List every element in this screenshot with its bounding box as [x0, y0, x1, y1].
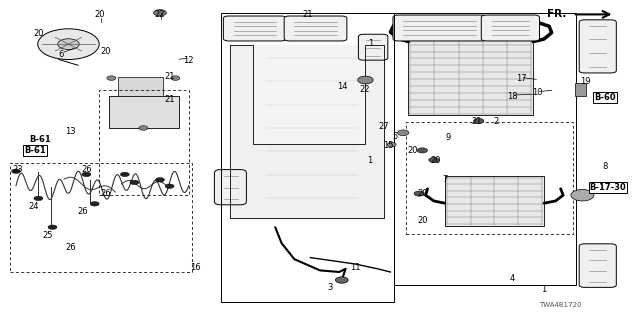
- Text: 18: 18: [507, 92, 517, 100]
- Text: 26: 26: [100, 189, 111, 198]
- Text: 21: 21: [302, 10, 312, 19]
- Text: 19: 19: [580, 77, 591, 86]
- Text: 23: 23: [13, 165, 23, 174]
- Polygon shape: [230, 45, 384, 218]
- Circle shape: [130, 180, 139, 185]
- Text: 22: 22: [360, 85, 370, 94]
- Bar: [575, 83, 586, 96]
- Bar: [109, 96, 179, 128]
- Bar: [394, 13, 576, 285]
- Text: 20: 20: [417, 216, 428, 225]
- Bar: [406, 122, 573, 234]
- Text: 26: 26: [65, 244, 76, 252]
- FancyBboxPatch shape: [579, 20, 616, 73]
- Text: FR.: FR.: [547, 9, 566, 20]
- Circle shape: [90, 202, 99, 206]
- Text: 26: 26: [78, 207, 88, 216]
- Text: 14: 14: [337, 82, 348, 91]
- Text: 22: 22: [155, 10, 165, 19]
- Circle shape: [107, 76, 116, 80]
- Circle shape: [82, 172, 91, 177]
- Circle shape: [171, 76, 180, 80]
- Text: 20: 20: [94, 10, 104, 19]
- Text: 26: 26: [81, 165, 92, 174]
- Circle shape: [12, 169, 20, 173]
- Circle shape: [474, 118, 484, 124]
- Circle shape: [120, 172, 129, 177]
- FancyBboxPatch shape: [214, 170, 246, 205]
- Text: 10: 10: [532, 88, 543, 97]
- Text: 5: 5: [392, 132, 397, 140]
- Text: 25: 25: [43, 231, 53, 240]
- Text: B-61: B-61: [24, 146, 46, 155]
- Circle shape: [397, 130, 409, 136]
- Text: 20: 20: [430, 156, 440, 164]
- Circle shape: [417, 148, 428, 153]
- Text: 1: 1: [369, 39, 374, 48]
- Text: 16: 16: [190, 263, 200, 272]
- Text: 8: 8: [602, 162, 607, 171]
- Bar: [408, 22, 533, 115]
- Text: 17: 17: [516, 74, 527, 83]
- Text: 21: 21: [164, 95, 175, 104]
- Text: 1: 1: [367, 156, 372, 164]
- Text: 27: 27: [379, 122, 389, 131]
- Circle shape: [358, 76, 373, 84]
- FancyBboxPatch shape: [223, 16, 286, 41]
- Text: 3: 3: [327, 284, 332, 292]
- FancyBboxPatch shape: [481, 15, 540, 41]
- FancyBboxPatch shape: [393, 15, 486, 41]
- Text: 15: 15: [383, 141, 394, 150]
- Text: 20: 20: [408, 146, 418, 155]
- Text: 21: 21: [472, 117, 482, 126]
- Circle shape: [34, 196, 43, 201]
- Circle shape: [156, 178, 164, 182]
- Text: B-61: B-61: [29, 135, 51, 144]
- FancyBboxPatch shape: [230, 45, 384, 218]
- Circle shape: [58, 39, 79, 50]
- Circle shape: [387, 142, 396, 147]
- Circle shape: [165, 184, 174, 188]
- Text: 9: 9: [445, 133, 451, 142]
- Circle shape: [429, 157, 439, 163]
- FancyBboxPatch shape: [579, 244, 616, 287]
- Text: B-17-30: B-17-30: [589, 183, 627, 192]
- Text: 20: 20: [417, 189, 428, 198]
- Text: 21: 21: [164, 72, 175, 81]
- Circle shape: [571, 189, 594, 201]
- Text: B-60: B-60: [594, 93, 616, 102]
- Circle shape: [335, 277, 348, 283]
- Bar: [10, 163, 192, 272]
- Text: 4: 4: [509, 274, 515, 283]
- Bar: [99, 90, 189, 195]
- Circle shape: [139, 126, 148, 130]
- Text: 2: 2: [493, 117, 499, 126]
- Text: TWA4B1720: TWA4B1720: [539, 302, 581, 308]
- Text: 20: 20: [33, 29, 44, 38]
- FancyBboxPatch shape: [284, 16, 347, 41]
- Bar: [221, 13, 394, 302]
- FancyBboxPatch shape: [358, 34, 388, 60]
- Text: 7: 7: [442, 175, 447, 184]
- Circle shape: [48, 225, 57, 229]
- Circle shape: [414, 191, 424, 196]
- Circle shape: [38, 29, 99, 60]
- Text: 11: 11: [350, 263, 360, 272]
- Text: 12: 12: [184, 56, 194, 65]
- Text: 6: 6: [58, 50, 63, 59]
- Bar: [118, 77, 163, 96]
- Bar: [445, 176, 544, 226]
- Text: 13: 13: [65, 127, 76, 136]
- Text: 20: 20: [100, 47, 111, 56]
- Text: 24: 24: [29, 202, 39, 211]
- Circle shape: [154, 10, 166, 16]
- Text: 1: 1: [541, 285, 547, 294]
